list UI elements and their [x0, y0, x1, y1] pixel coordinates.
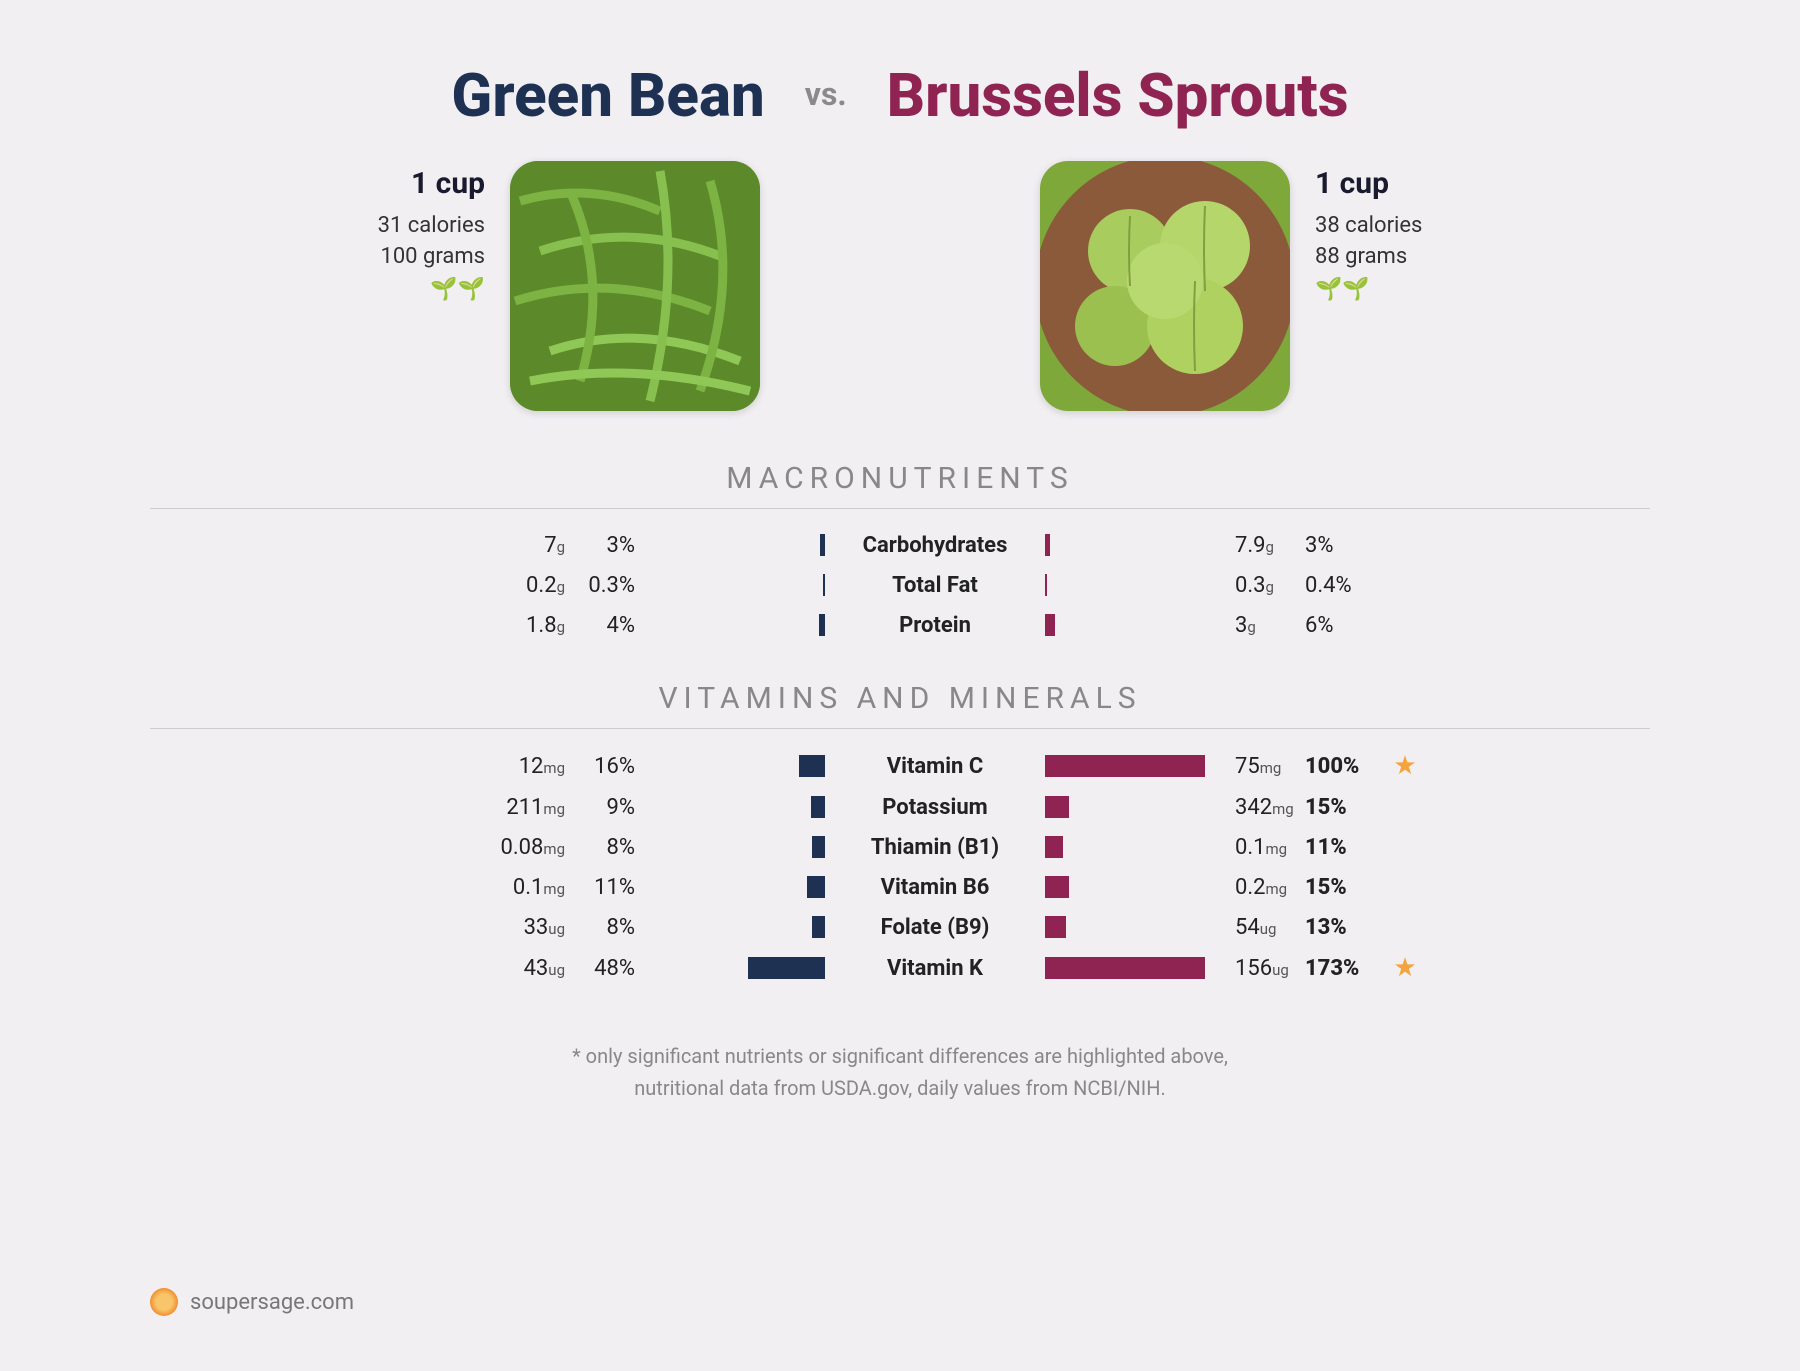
- nutrient-name: Thiamin (B1): [825, 835, 1045, 860]
- section-title-macros: MACRONUTRIENTS: [150, 461, 1650, 496]
- nutrient-amount-right: 0.2mg: [1205, 875, 1295, 900]
- nutrient-bar-left: [665, 873, 825, 901]
- right-food-title: Brussels Sprouts: [887, 60, 1349, 131]
- nutrient-bar-left: [665, 571, 825, 599]
- right-info-block: 1 cup 38 calories 88 grams 🌱🌱: [1040, 161, 1422, 411]
- vs-label: vs.: [805, 75, 847, 131]
- nutrient-amount-right: 7.9g: [1205, 533, 1295, 558]
- nutrient-amount-left: 1.8g: [375, 613, 575, 638]
- nutrient-amount-left: 211mg: [375, 795, 575, 820]
- left-food-title: Green Bean: [451, 60, 764, 131]
- nutrient-name: Total Fat: [825, 573, 1045, 598]
- nutrient-bar-left: [665, 531, 825, 559]
- brand-logo-icon: [150, 1288, 178, 1316]
- nutrient-name: Vitamin K: [825, 956, 1045, 981]
- footnote-line1: * only significant nutrients or signific…: [150, 1040, 1650, 1072]
- nutrient-pct-right: 15%: [1295, 875, 1385, 900]
- nutrient-amount-right: 156ug: [1205, 956, 1295, 981]
- nutrient-pct-left: 0.3%: [575, 573, 665, 598]
- right-serving: 1 cup: [1315, 166, 1422, 201]
- nutrient-amount-left: 33ug: [375, 915, 575, 940]
- footnote: * only significant nutrients or signific…: [150, 1040, 1650, 1104]
- nutrient-amount-right: 0.1mg: [1205, 835, 1295, 860]
- left-grams: 100 grams: [378, 244, 485, 269]
- nutrient-bar-left: [665, 752, 825, 780]
- nutrient-name: Potassium: [825, 795, 1045, 820]
- nutrient-name: Protein: [825, 613, 1045, 638]
- right-food-image: [1040, 161, 1290, 411]
- section-title-vitamins: VITAMINS AND MINERALS: [150, 681, 1650, 716]
- nutrient-pct-left: 9%: [575, 795, 665, 820]
- nutrient-bar-right: [1045, 913, 1205, 941]
- nutrient-amount-left: 7g: [375, 533, 575, 558]
- footnote-line2: nutritional data from USDA.gov, daily va…: [150, 1072, 1650, 1104]
- right-info-text: 1 cup 38 calories 88 grams 🌱🌱: [1315, 161, 1422, 302]
- left-calories: 31 calories: [378, 213, 485, 238]
- nutrient-pct-left: 4%: [575, 613, 665, 638]
- nutrient-amount-left: 0.2g: [375, 573, 575, 598]
- nutrient-pct-left: 8%: [575, 835, 665, 860]
- nutrient-pct-left: 16%: [575, 754, 665, 779]
- nutrient-pct-left: 3%: [575, 533, 665, 558]
- nutrient-name: Carbohydrates: [825, 533, 1045, 558]
- separator: [150, 508, 1650, 509]
- nutrient-amount-right: 54ug: [1205, 915, 1295, 940]
- nutrient-pct-right: 11%: [1295, 835, 1385, 860]
- nutrient-bar-right: [1045, 793, 1205, 821]
- footer-brand: soupersage.com: [150, 1288, 354, 1316]
- nutrient-amount-left: 0.1mg: [375, 875, 575, 900]
- star-icon: ★: [1385, 953, 1425, 983]
- nutrient-bar-left: [665, 913, 825, 941]
- nutrient-amount-right: 0.3g: [1205, 573, 1295, 598]
- nutrient-amount-left: 0.08mg: [375, 835, 575, 860]
- comparison-header: Green Bean vs. Brussels Sprouts: [150, 60, 1650, 131]
- nutrient-bar-left: [665, 611, 825, 639]
- nutrient-pct-left: 8%: [575, 915, 665, 940]
- nutrient-pct-right: 13%: [1295, 915, 1385, 940]
- vitamins-grid: 12mg16%Vitamin C75mg100%★211mg9%Potassiu…: [150, 751, 1650, 995]
- right-calories: 38 calories: [1315, 213, 1422, 238]
- nutrient-pct-left: 11%: [575, 875, 665, 900]
- right-sprout-icons: 🌱🌱: [1315, 277, 1422, 302]
- nutrient-bar-right: [1045, 611, 1205, 639]
- nutrient-pct-right: 15%: [1295, 795, 1385, 820]
- nutrient-bar-right: [1045, 873, 1205, 901]
- nutrient-amount-left: 12mg: [375, 754, 575, 779]
- separator: [150, 728, 1650, 729]
- nutrient-bar-right: [1045, 752, 1205, 780]
- left-info-text: 1 cup 31 calories 100 grams 🌱🌱: [378, 161, 485, 302]
- nutrient-pct-right: 100%: [1295, 754, 1385, 779]
- nutrient-amount-left: 43ug: [375, 956, 575, 981]
- nutrient-amount-right: 342mg: [1205, 795, 1295, 820]
- nutrient-name: Folate (B9): [825, 915, 1045, 940]
- macros-grid: 7g3%Carbohydrates7.9g3%0.2g0.3%Total Fat…: [150, 531, 1650, 651]
- left-info-block: 1 cup 31 calories 100 grams 🌱🌱: [378, 161, 760, 411]
- left-food-image: [510, 161, 760, 411]
- nutrient-bar-left: [665, 954, 825, 982]
- star-icon: ★: [1385, 751, 1425, 781]
- nutrient-pct-right: 3%: [1295, 533, 1385, 558]
- serving-info-row: 1 cup 31 calories 100 grams 🌱🌱: [150, 161, 1650, 411]
- nutrient-pct-right: 0.4%: [1295, 573, 1385, 598]
- nutrient-pct-right: 173%: [1295, 956, 1385, 981]
- nutrient-bar-right: [1045, 531, 1205, 559]
- nutrient-name: Vitamin C: [825, 754, 1045, 779]
- right-grams: 88 grams: [1315, 244, 1422, 269]
- left-sprout-icons: 🌱🌱: [378, 277, 485, 302]
- nutrient-pct-right: 6%: [1295, 613, 1385, 638]
- brand-name: soupersage.com: [190, 1290, 354, 1315]
- nutrient-bar-right: [1045, 954, 1205, 982]
- nutrient-name: Vitamin B6: [825, 875, 1045, 900]
- left-serving: 1 cup: [378, 166, 485, 201]
- nutrient-amount-right: 3g: [1205, 613, 1295, 638]
- nutrient-bar-right: [1045, 833, 1205, 861]
- nutrient-bar-right: [1045, 571, 1205, 599]
- nutrient-bar-left: [665, 793, 825, 821]
- nutrient-pct-left: 48%: [575, 956, 665, 981]
- nutrient-amount-right: 75mg: [1205, 754, 1295, 779]
- nutrient-bar-left: [665, 833, 825, 861]
